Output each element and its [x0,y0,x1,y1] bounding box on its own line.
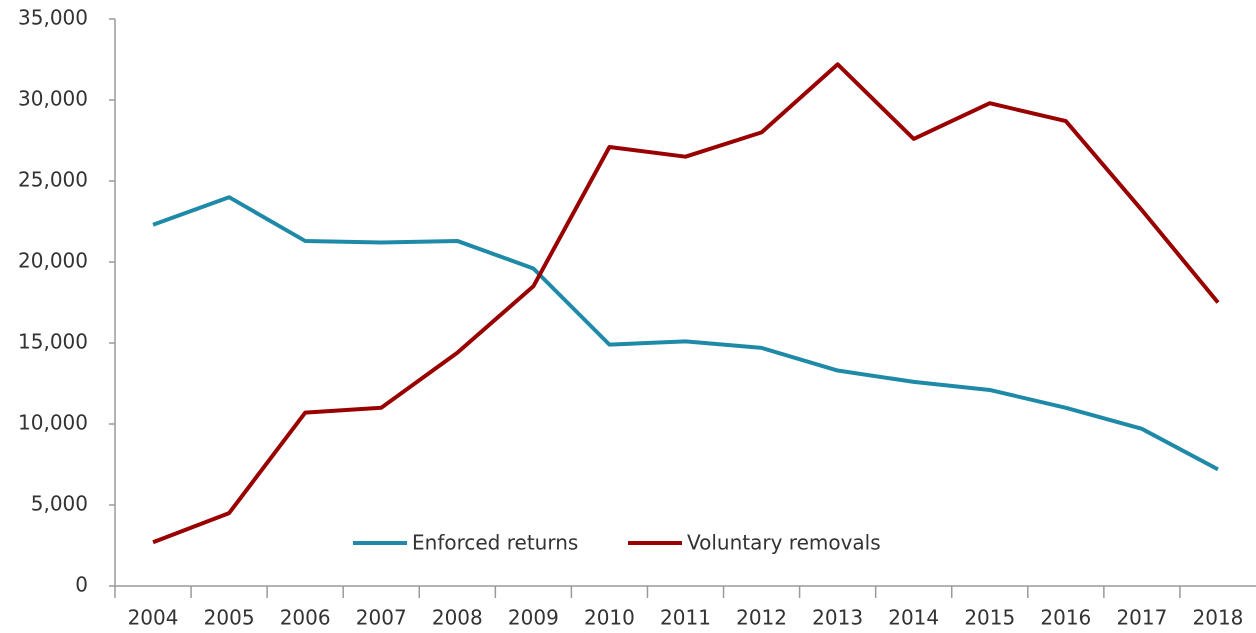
legend-label: Voluntary removals [687,531,881,555]
x-tick-label: 2005 [204,606,255,630]
x-tick-label: 2011 [660,606,711,630]
series-line [152,195,1219,472]
y-tick-label: 35,000 [18,6,88,30]
x-tick-label: 2013 [812,606,863,630]
x-tick-label: 2006 [280,606,331,630]
x-tick-label: 2018 [1193,606,1244,630]
y-tick-label: 15,000 [18,330,88,354]
y-tick-label: 0 [75,573,88,597]
y-tick-label: 25,000 [18,168,88,192]
x-tick-label: 2015 [964,606,1015,630]
y-tick-label: 30,000 [18,87,88,111]
series-line [152,62,1220,545]
x-tick-label: 2010 [584,606,635,630]
x-tick-label: 2016 [1040,606,1091,630]
x-tick-label: 2008 [432,606,483,630]
x-tick-label: 2007 [356,606,407,630]
x-tick-label: 2009 [508,606,559,630]
legend-label: Enforced returns [412,531,578,555]
y-tick-label: 20,000 [18,249,88,273]
y-tick-label: 5,000 [31,492,88,516]
x-tick-label: 2004 [128,606,179,630]
x-tick-label: 2017 [1116,606,1167,630]
x-tick-label: 2014 [888,606,939,630]
x-tick-label: 2012 [736,606,787,630]
y-tick-label: 10,000 [18,411,88,435]
